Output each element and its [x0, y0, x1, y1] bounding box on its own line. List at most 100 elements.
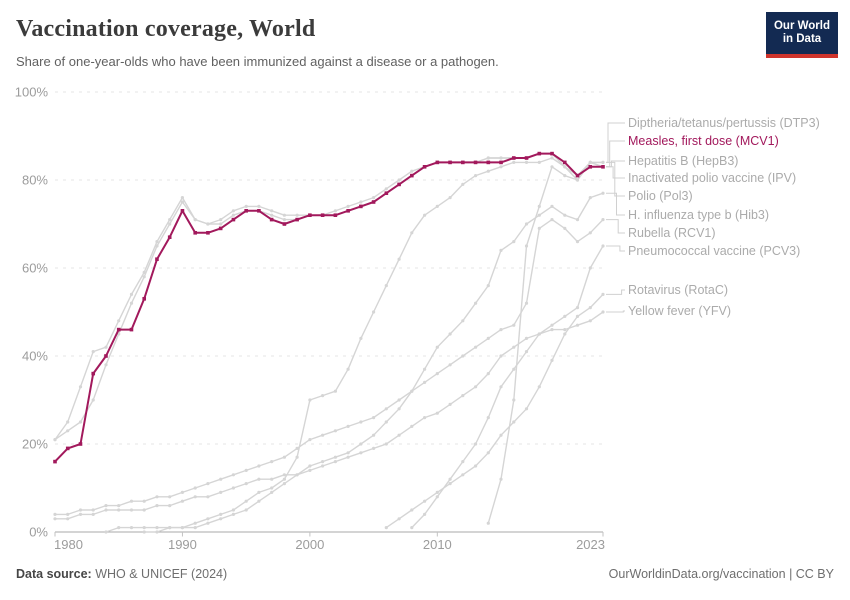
data-point [563, 226, 567, 230]
legend-connector-Hib3 [606, 192, 625, 216]
data-point [295, 446, 299, 450]
data-point [180, 490, 184, 494]
series-line-Pol3[interactable] [54, 152, 603, 441]
data-point [231, 512, 235, 517]
series-PCV3[interactable] [410, 244, 605, 530]
data-point [448, 482, 452, 486]
data-point [499, 328, 503, 332]
legend-label-Pol3[interactable]: Polio (Pol3) [628, 189, 693, 203]
data-point [193, 231, 197, 235]
data-point [588, 266, 592, 270]
series-IPV[interactable] [486, 160, 605, 525]
data-point [117, 504, 121, 508]
data-point [206, 521, 210, 525]
series-line-IPV[interactable] [487, 161, 604, 524]
legend-label-Hib3[interactable]: H. influenza type b (Hib3) [628, 208, 770, 222]
license-link[interactable]: OurWorldinData.org/vaccination | CC BY [608, 567, 834, 581]
data-point [104, 508, 108, 512]
data-point [588, 165, 593, 169]
data-point [270, 460, 274, 464]
owid-logo[interactable]: Our World in Data [766, 12, 838, 58]
data-point [410, 169, 414, 173]
owid-logo-line2: in Data [782, 33, 822, 45]
data-point [231, 213, 235, 217]
data-point [499, 248, 503, 252]
series-line-RCV1[interactable] [55, 218, 604, 516]
data-point [53, 517, 57, 521]
data-point [117, 319, 121, 323]
owid-logo-line1: Our World [773, 20, 830, 32]
legend-label-DTP3[interactable]: Diptheria/tetanus/pertussis (DTP3) [628, 116, 820, 130]
data-point [193, 521, 197, 525]
series-line-DTP3[interactable] [54, 152, 603, 441]
data-point [410, 173, 414, 178]
data-point [435, 495, 439, 499]
series-Hib3[interactable] [142, 191, 605, 534]
data-point [499, 165, 503, 169]
data-point [129, 499, 134, 503]
data-point [423, 367, 427, 371]
series-line-HepB3[interactable] [105, 157, 604, 533]
series-line-MCV1[interactable] [54, 152, 603, 463]
data-point [193, 495, 197, 499]
data-point [461, 160, 465, 165]
data-point [537, 385, 541, 389]
legend-label-PCV3[interactable]: Pneumococcal vaccine (PCV3) [628, 244, 801, 258]
data-point [231, 209, 235, 213]
data-point [486, 521, 490, 525]
data-point [346, 204, 350, 208]
series-line-PCV3[interactable] [411, 245, 604, 529]
series-YFV[interactable] [53, 310, 605, 521]
data-point [321, 460, 325, 464]
data-point [142, 499, 146, 503]
x-tick-label: 1980 [54, 537, 83, 552]
data-point [550, 328, 554, 332]
data-point [206, 482, 210, 486]
legend-label-HepB3[interactable]: Hepatitis B (HepB3) [628, 154, 739, 168]
data-point [512, 398, 516, 402]
legend-label-MCV1[interactable]: Measles, first dose (MCV1) [628, 134, 779, 148]
data-point [461, 460, 465, 464]
x-tick-label: 2023 [576, 537, 605, 552]
series-line-YFV[interactable] [55, 311, 604, 520]
y-tick-label: 20% [22, 437, 48, 452]
series-HepB3[interactable] [104, 156, 605, 534]
data-point [524, 244, 529, 248]
data-point [333, 455, 337, 459]
legend-label-YFV[interactable]: Yellow fever (YFV) [628, 304, 732, 318]
page-subtitle: Share of one-year-olds who have been imm… [16, 54, 499, 69]
data-point [117, 508, 121, 512]
series-RCV1[interactable] [53, 218, 605, 517]
data-point [270, 477, 274, 481]
data-point [474, 345, 478, 349]
legend-label-IPV[interactable]: Inactivated polio vaccine (IPV) [628, 171, 797, 185]
data-point [78, 512, 83, 517]
data-point [550, 323, 554, 327]
legend-connector-MCV1 [606, 140, 625, 168]
data-point [116, 327, 121, 332]
data-point [321, 433, 325, 437]
legend-label-RotaC[interactable]: Rotavirus (RotaC) [628, 283, 729, 297]
data-point [295, 473, 299, 477]
data-point [219, 477, 223, 481]
data-point [168, 222, 172, 226]
data-point [219, 490, 223, 494]
data-point [601, 160, 605, 164]
series-RotaC[interactable] [384, 292, 605, 530]
data-point [244, 508, 248, 512]
series-MCV1[interactable] [53, 151, 605, 464]
data-point [193, 218, 197, 222]
legend-label-RCV1[interactable]: Rubella (RCV1) [628, 226, 716, 240]
data-point [66, 420, 70, 424]
data-point [423, 380, 427, 384]
data-point [257, 204, 261, 208]
data-point [346, 424, 350, 428]
data-point [524, 407, 529, 411]
data-source-label: Data source: [16, 567, 92, 581]
data-point [65, 446, 70, 451]
data-point [435, 372, 439, 376]
data-point [66, 512, 70, 517]
legend-connector-YFV [606, 310, 625, 313]
legend-connector-PCV3 [606, 245, 625, 252]
series-line-RotaC[interactable] [385, 293, 604, 529]
